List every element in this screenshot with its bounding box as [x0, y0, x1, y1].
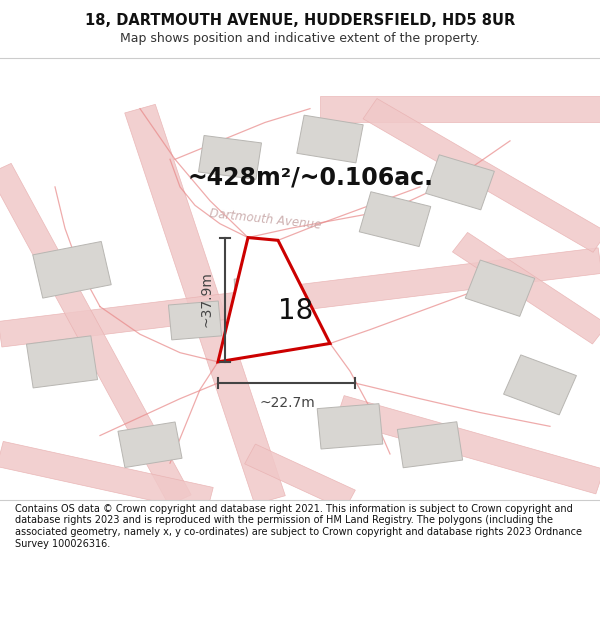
Polygon shape — [317, 404, 383, 449]
Polygon shape — [359, 192, 431, 246]
Polygon shape — [503, 355, 577, 415]
Text: 18, DARTMOUTH AVENUE, HUDDERSFIELD, HD5 8UR: 18, DARTMOUTH AVENUE, HUDDERSFIELD, HD5 … — [85, 12, 515, 28]
Polygon shape — [336, 396, 600, 494]
Polygon shape — [452, 232, 600, 344]
Polygon shape — [0, 163, 191, 505]
Text: Dartmouth Avenue: Dartmouth Avenue — [208, 207, 322, 231]
Polygon shape — [320, 96, 600, 121]
Polygon shape — [0, 441, 213, 512]
Polygon shape — [169, 301, 221, 340]
Polygon shape — [125, 104, 286, 504]
Text: 18: 18 — [278, 298, 314, 325]
Polygon shape — [0, 248, 600, 347]
Polygon shape — [297, 115, 363, 163]
Polygon shape — [26, 336, 98, 388]
Polygon shape — [118, 422, 182, 468]
Text: ~22.7m: ~22.7m — [259, 396, 315, 410]
Polygon shape — [397, 422, 463, 468]
Text: ~428m²/~0.106ac.: ~428m²/~0.106ac. — [187, 166, 433, 190]
Text: Contains OS data © Crown copyright and database right 2021. This information is : Contains OS data © Crown copyright and d… — [15, 504, 582, 549]
Polygon shape — [425, 155, 494, 210]
Polygon shape — [234, 277, 276, 309]
Polygon shape — [245, 444, 355, 510]
Polygon shape — [33, 241, 111, 298]
Text: Map shows position and indicative extent of the property.: Map shows position and indicative extent… — [120, 32, 480, 45]
Polygon shape — [218, 238, 330, 362]
Polygon shape — [199, 136, 262, 179]
Polygon shape — [465, 260, 535, 316]
Polygon shape — [363, 99, 600, 253]
Text: ~37.9m: ~37.9m — [200, 271, 214, 328]
